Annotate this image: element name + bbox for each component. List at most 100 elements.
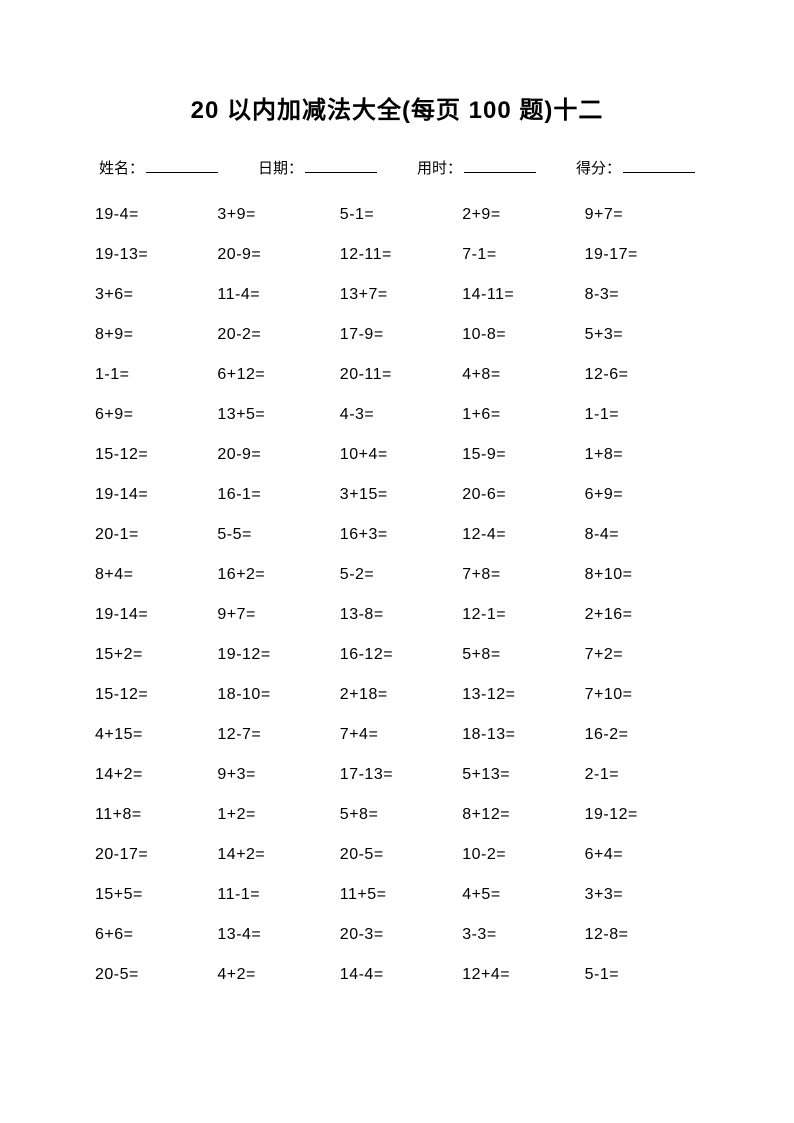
problem-cell: 12+4=	[462, 966, 576, 984]
date-blank[interactable]	[305, 157, 377, 173]
problem-cell: 13+5=	[217, 406, 331, 424]
problem-cell: 19-14=	[95, 606, 209, 624]
problem-cell: 13+7=	[340, 286, 454, 304]
problem-cell: 20-3=	[340, 926, 454, 944]
problem-cell: 8-4=	[585, 526, 699, 544]
problem-cell: 7+2=	[585, 646, 699, 664]
name-field: 姓名：	[99, 157, 218, 178]
problem-cell: 2+18=	[340, 686, 454, 704]
time-label: 用时：	[417, 157, 462, 178]
problem-cell: 14+2=	[217, 846, 331, 864]
problem-cell: 8+4=	[95, 566, 209, 584]
time-field: 用时：	[417, 157, 536, 178]
header-row: 姓名： 日期： 用时： 得分：	[95, 157, 699, 178]
problem-cell: 2+9=	[462, 206, 576, 224]
problem-cell: 5-1=	[585, 966, 699, 984]
problem-cell: 2+16=	[585, 606, 699, 624]
problem-cell: 4+8=	[462, 366, 576, 384]
problem-cell: 6+12=	[217, 366, 331, 384]
problem-cell: 20-5=	[95, 966, 209, 984]
problem-cell: 3+15=	[340, 486, 454, 504]
problem-cell: 2-1=	[585, 766, 699, 784]
problem-cell: 7+4=	[340, 726, 454, 744]
problem-cell: 1-1=	[585, 406, 699, 424]
problem-cell: 20-17=	[95, 846, 209, 864]
problem-cell: 16+3=	[340, 526, 454, 544]
name-blank[interactable]	[146, 157, 218, 173]
problem-cell: 5+13=	[462, 766, 576, 784]
problem-cell: 5+8=	[462, 646, 576, 664]
problem-cell: 9+7=	[217, 606, 331, 624]
problem-cell: 15-9=	[462, 446, 576, 464]
problem-cell: 7-1=	[462, 246, 576, 264]
problem-cell: 20-9=	[217, 446, 331, 464]
problem-cell: 12-1=	[462, 606, 576, 624]
problem-cell: 18-13=	[462, 726, 576, 744]
problem-cell: 6+4=	[585, 846, 699, 864]
problem-cell: 1+2=	[217, 806, 331, 824]
time-blank[interactable]	[464, 157, 536, 173]
problem-cell: 15+5=	[95, 886, 209, 904]
problem-cell: 11+8=	[95, 806, 209, 824]
problem-cell: 1-1=	[95, 366, 209, 384]
problem-cell: 16-2=	[585, 726, 699, 744]
problem-cell: 3+6=	[95, 286, 209, 304]
problem-cell: 13-12=	[462, 686, 576, 704]
problem-cell: 12-8=	[585, 926, 699, 944]
problem-cell: 15-12=	[95, 446, 209, 464]
problem-cell: 19-17=	[585, 246, 699, 264]
problem-cell: 16-12=	[340, 646, 454, 664]
problem-cell: 14-11=	[462, 286, 576, 304]
score-field: 得分：	[576, 157, 695, 178]
problem-cell: 14+2=	[95, 766, 209, 784]
problem-cell: 16+2=	[217, 566, 331, 584]
problem-cell: 9+3=	[217, 766, 331, 784]
problem-cell: 4-3=	[340, 406, 454, 424]
problem-cell: 13-4=	[217, 926, 331, 944]
problem-cell: 5+8=	[340, 806, 454, 824]
problem-cell: 5+3=	[585, 326, 699, 344]
problem-cell: 3+3=	[585, 886, 699, 904]
problem-cell: 19-4=	[95, 206, 209, 224]
problem-cell: 12-7=	[217, 726, 331, 744]
problem-cell: 1+8=	[585, 446, 699, 464]
score-blank[interactable]	[623, 157, 695, 173]
problem-cell: 19-12=	[217, 646, 331, 664]
problem-cell: 15+2=	[95, 646, 209, 664]
problem-cell: 3+9=	[217, 206, 331, 224]
score-label: 得分：	[576, 157, 621, 178]
page-title: 20 以内加减法大全(每页 100 题)十二	[95, 90, 699, 125]
problem-cell: 8+9=	[95, 326, 209, 344]
problem-cell: 20-11=	[340, 366, 454, 384]
problem-cell: 13-8=	[340, 606, 454, 624]
date-label: 日期：	[258, 157, 303, 178]
problem-cell: 8+12=	[462, 806, 576, 824]
problem-cell: 11-4=	[217, 286, 331, 304]
problem-cell: 7+8=	[462, 566, 576, 584]
problem-cell: 9+7=	[585, 206, 699, 224]
problem-cell: 4+2=	[217, 966, 331, 984]
problem-cell: 19-14=	[95, 486, 209, 504]
problem-cell: 20-9=	[217, 246, 331, 264]
problem-cell: 6+9=	[585, 486, 699, 504]
problem-cell: 7+10=	[585, 686, 699, 704]
date-field: 日期：	[258, 157, 377, 178]
problem-cell: 5-5=	[217, 526, 331, 544]
problem-cell: 17-13=	[340, 766, 454, 784]
problem-cell: 6+6=	[95, 926, 209, 944]
problem-cell: 14-4=	[340, 966, 454, 984]
problem-cell: 15-12=	[95, 686, 209, 704]
problems-grid: 19-4=3+9=5-1=2+9=9+7=19-13=20-9=12-11=7-…	[95, 206, 699, 984]
problem-cell: 10+4=	[340, 446, 454, 464]
problem-cell: 11+5=	[340, 886, 454, 904]
problem-cell: 18-10=	[217, 686, 331, 704]
problem-cell: 8+10=	[585, 566, 699, 584]
problem-cell: 19-12=	[585, 806, 699, 824]
problem-cell: 20-1=	[95, 526, 209, 544]
problem-cell: 12-6=	[585, 366, 699, 384]
problem-cell: 4+15=	[95, 726, 209, 744]
problem-cell: 11-1=	[217, 886, 331, 904]
problem-cell: 10-8=	[462, 326, 576, 344]
problem-cell: 1+6=	[462, 406, 576, 424]
problem-cell: 17-9=	[340, 326, 454, 344]
